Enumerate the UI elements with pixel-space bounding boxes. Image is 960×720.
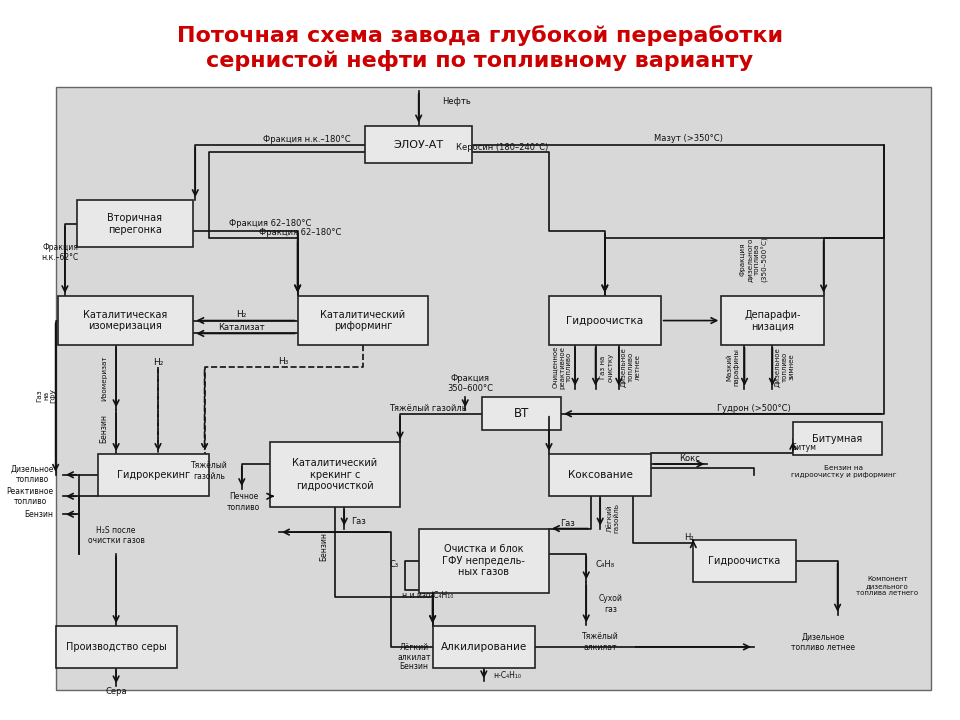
FancyBboxPatch shape bbox=[365, 126, 472, 163]
FancyBboxPatch shape bbox=[56, 626, 177, 667]
Text: Бензин: Бензин bbox=[399, 662, 428, 672]
FancyBboxPatch shape bbox=[270, 443, 400, 507]
Text: Фракция 62–180°С: Фракция 62–180°С bbox=[259, 228, 342, 237]
Text: Дизельное
топливо: Дизельное топливо bbox=[11, 465, 54, 485]
Text: Фракция
350–600°С: Фракция 350–600°С bbox=[446, 374, 492, 393]
Text: Алкилирование: Алкилирование bbox=[441, 642, 527, 652]
Text: Газ на
очистку: Газ на очистку bbox=[600, 353, 613, 382]
Text: Каталитический
риформинг: Каталитический риформинг bbox=[321, 310, 405, 331]
Text: Печное
топливо: Печное топливо bbox=[228, 492, 260, 512]
Text: Бензин: Бензин bbox=[25, 510, 54, 518]
Text: Сухой
газ: Сухой газ bbox=[598, 594, 622, 613]
FancyBboxPatch shape bbox=[58, 296, 193, 345]
Text: Сера: Сера bbox=[106, 687, 127, 696]
Text: Битумная: Битумная bbox=[812, 434, 863, 444]
Text: Каталитический
крекинг с
гидроочисткой: Каталитический крекинг с гидроочисткой bbox=[293, 458, 377, 491]
FancyBboxPatch shape bbox=[793, 423, 882, 455]
Text: Фракция н.к.–180°С: Фракция н.к.–180°С bbox=[263, 135, 350, 143]
Text: сернистой нефти по топливному варианту: сернистой нефти по топливному варианту bbox=[206, 50, 754, 71]
Text: C₄H₈: C₄H₈ bbox=[595, 560, 614, 569]
Text: Очистка и блок
ГФУ непредель-
ных газов: Очистка и блок ГФУ непредель- ных газов bbox=[443, 544, 525, 577]
Text: Очищенное
реактивное
топливо: Очищенное реактивное топливо bbox=[552, 346, 572, 389]
Text: Газ: Газ bbox=[350, 517, 366, 526]
Text: Фракция 62–180°С: Фракция 62–180°С bbox=[228, 219, 311, 228]
Text: Тяжёлый
алкилат: Тяжёлый алкилат bbox=[582, 632, 618, 652]
Text: Катализат: Катализат bbox=[219, 323, 265, 332]
FancyBboxPatch shape bbox=[433, 626, 535, 667]
Text: H₂S после
очистки газов: H₂S после очистки газов bbox=[87, 526, 145, 546]
Text: Поточная схема завода глубокой переработки: Поточная схема завода глубокой переработ… bbox=[177, 25, 783, 46]
FancyBboxPatch shape bbox=[98, 454, 209, 495]
Text: н-С₄H₁₀: н-С₄H₁₀ bbox=[493, 671, 521, 680]
Text: Гидроочистка: Гидроочистка bbox=[708, 556, 780, 566]
Text: Дизельное
топливо
летнее: Дизельное топливо летнее bbox=[621, 347, 641, 387]
Text: Каталитическая
изомеризация: Каталитическая изомеризация bbox=[84, 310, 168, 331]
Text: Тяжёлый газойль: Тяжёлый газойль bbox=[389, 403, 467, 413]
Text: H₂: H₂ bbox=[684, 534, 693, 542]
FancyBboxPatch shape bbox=[56, 87, 930, 690]
FancyBboxPatch shape bbox=[721, 296, 824, 345]
Text: Гидрокрекинг: Гидрокрекинг bbox=[117, 469, 190, 480]
Text: Битум: Битум bbox=[791, 443, 816, 452]
FancyBboxPatch shape bbox=[298, 296, 428, 345]
Text: Производство серы: Производство серы bbox=[65, 642, 166, 652]
FancyBboxPatch shape bbox=[419, 528, 549, 593]
Text: Нефть: Нефть bbox=[442, 97, 470, 107]
FancyBboxPatch shape bbox=[549, 296, 660, 345]
Text: Керосин (180–240°С): Керосин (180–240°С) bbox=[456, 143, 548, 152]
Text: Дизельное
топливо летнее: Дизельное топливо летнее bbox=[791, 632, 855, 652]
Text: Газ
на
ГФУ: Газ на ГФУ bbox=[36, 388, 57, 403]
Text: Кокс: Кокс bbox=[680, 454, 700, 464]
Text: Вторичная
перегонка: Вторичная перегонка bbox=[108, 213, 162, 235]
Text: C₃: C₃ bbox=[389, 560, 398, 569]
Text: Гидроочистка: Гидроочистка bbox=[566, 315, 643, 325]
Text: ЭЛОУ-АТ: ЭЛОУ-АТ bbox=[394, 140, 444, 150]
FancyBboxPatch shape bbox=[77, 200, 193, 247]
Text: н и изо-С₄H₁₀: н и изо-С₄H₁₀ bbox=[402, 590, 454, 600]
Text: Фракция
дизельного
топлива
(350–500°С): Фракция дизельного топлива (350–500°С) bbox=[739, 237, 768, 282]
Text: Бензин: Бензин bbox=[320, 532, 328, 561]
Text: H₃: H₃ bbox=[278, 357, 289, 366]
Text: H₂: H₂ bbox=[236, 310, 247, 319]
Text: Бензин на
гидроочистку и риформинг: Бензин на гидроочистку и риформинг bbox=[791, 465, 897, 478]
Text: Мазкий
парафины: Мазкий парафины bbox=[727, 348, 740, 386]
Text: ВТ: ВТ bbox=[514, 408, 529, 420]
Text: Бензин: Бензин bbox=[100, 413, 108, 443]
Text: Депарафи-
низация: Депарафи- низация bbox=[744, 310, 801, 331]
Text: Гудрон (>500°С): Гудрон (>500°С) bbox=[717, 404, 791, 413]
Text: Тяжёлый
газойль: Тяжёлый газойль bbox=[191, 462, 228, 481]
FancyBboxPatch shape bbox=[693, 540, 796, 582]
Text: Изомеризат: Изомеризат bbox=[101, 355, 107, 401]
Text: Лёгкий
алкилат: Лёгкий алкилат bbox=[397, 643, 431, 662]
FancyBboxPatch shape bbox=[482, 397, 561, 431]
FancyBboxPatch shape bbox=[549, 454, 652, 495]
Text: Фракция
н.к.–62°С: Фракция н.к.–62°С bbox=[41, 243, 79, 262]
Text: Мазут (>350°С): Мазут (>350°С) bbox=[654, 134, 723, 143]
Text: Лёгкий
газойль: Лёгкий газойль bbox=[607, 503, 620, 533]
Text: Коксование: Коксование bbox=[567, 469, 633, 480]
Text: Дизельное
топливо
зимнее: Дизельное топливо зимнее bbox=[775, 347, 795, 387]
Text: Компонент
дизельного
топлива летнего: Компонент дизельного топлива летнего bbox=[856, 576, 919, 596]
Text: H₂: H₂ bbox=[153, 358, 163, 366]
Text: Газ: Газ bbox=[561, 519, 575, 528]
Text: Реактивное
топливо: Реактивное топливо bbox=[7, 487, 54, 506]
